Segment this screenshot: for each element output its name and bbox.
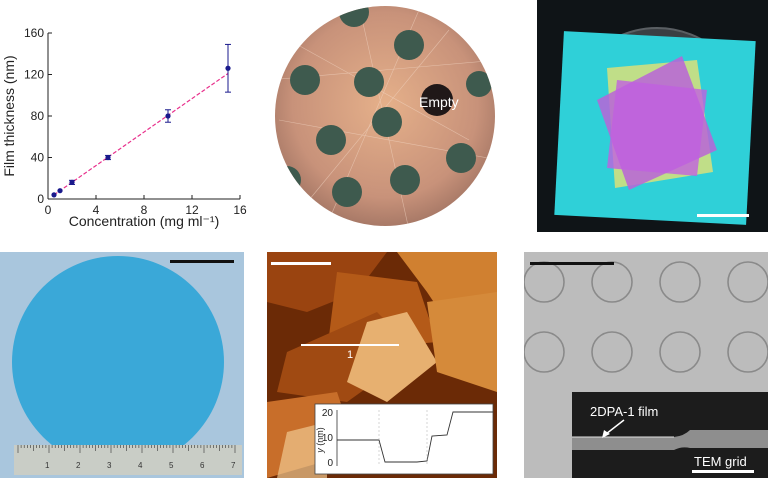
wafer-photo-panel: 1 2 3 4 5 6 7 bbox=[0, 252, 244, 478]
film-arrow bbox=[605, 419, 625, 435]
profile-tick-10: 10 bbox=[322, 433, 334, 444]
x-tick-label: 16 bbox=[233, 203, 247, 217]
empty-hole-label: Empty bbox=[419, 94, 459, 110]
data-point bbox=[105, 154, 111, 161]
fit-line bbox=[53, 72, 229, 196]
profile-line-label: 1 bbox=[347, 349, 353, 361]
film-label: 2DPA-1 film bbox=[590, 404, 658, 419]
sem-panel: 2DPA-1 film TEM grid bbox=[524, 252, 768, 478]
profile-y-unit: (nm) bbox=[315, 427, 325, 448]
data-point bbox=[51, 192, 57, 198]
scale-bar bbox=[530, 262, 614, 265]
x-axis-label: Concentration (mg ml⁻¹) bbox=[69, 213, 220, 229]
scale-bar bbox=[449, 214, 483, 217]
ruler-number: 5 bbox=[169, 461, 174, 470]
data-point bbox=[57, 188, 63, 194]
ruler-number: 1 bbox=[45, 461, 50, 470]
inset-scale-bar bbox=[692, 470, 754, 473]
profile-tick-0: 0 bbox=[327, 458, 333, 469]
data-point bbox=[225, 65, 231, 71]
coated-wafer bbox=[12, 256, 224, 468]
x-tick-label: 0 bbox=[45, 203, 52, 217]
ruler bbox=[14, 445, 242, 475]
thickness-chart-panel: 0 4 8 12 16 0 40 80 120 160 Concentration (mg ml⁻… bbox=[0, 0, 255, 232]
height-profile-inset: 20 10 0 y (nm) bbox=[314, 403, 494, 475]
scale-bar bbox=[271, 262, 331, 265]
ruler-number: 2 bbox=[76, 461, 81, 470]
profile-y-var: y bbox=[315, 448, 325, 454]
afm-panel: 1 20 10 0 y (nm) bbox=[267, 252, 497, 478]
ruler-number: 3 bbox=[107, 461, 112, 470]
y-tick-label: 160 bbox=[24, 26, 44, 40]
data-point bbox=[69, 179, 75, 185]
profile-tick-20: 20 bbox=[322, 408, 334, 419]
cross-section-inset: 2DPA-1 film TEM grid bbox=[572, 392, 768, 478]
scale-bar bbox=[170, 260, 234, 263]
y-tick-label: 120 bbox=[24, 68, 44, 82]
x-tick-label: 12 bbox=[185, 203, 199, 217]
film-photo-panel bbox=[537, 0, 768, 232]
optical-grid-panel: Empty bbox=[269, 0, 502, 232]
profile-y-label: y (nm) bbox=[315, 427, 325, 454]
ruler-number: 6 bbox=[200, 461, 205, 470]
y-tick-label: 40 bbox=[31, 151, 45, 165]
data-point bbox=[165, 113, 171, 119]
grid-label: TEM grid bbox=[694, 454, 747, 469]
x-tick-label: 4 bbox=[93, 203, 100, 217]
y-tick-label: 0 bbox=[37, 192, 44, 206]
scale-bar bbox=[697, 214, 749, 217]
height-profile-trace bbox=[337, 411, 493, 463]
ruler-number: 4 bbox=[138, 461, 143, 470]
y-axis-label: Film thickness (nm) bbox=[1, 55, 17, 176]
y-tick-label: 80 bbox=[31, 109, 45, 123]
film-layer-3 bbox=[607, 80, 707, 176]
ruler-number: 7 bbox=[231, 461, 236, 470]
x-tick-label: 8 bbox=[141, 203, 148, 217]
